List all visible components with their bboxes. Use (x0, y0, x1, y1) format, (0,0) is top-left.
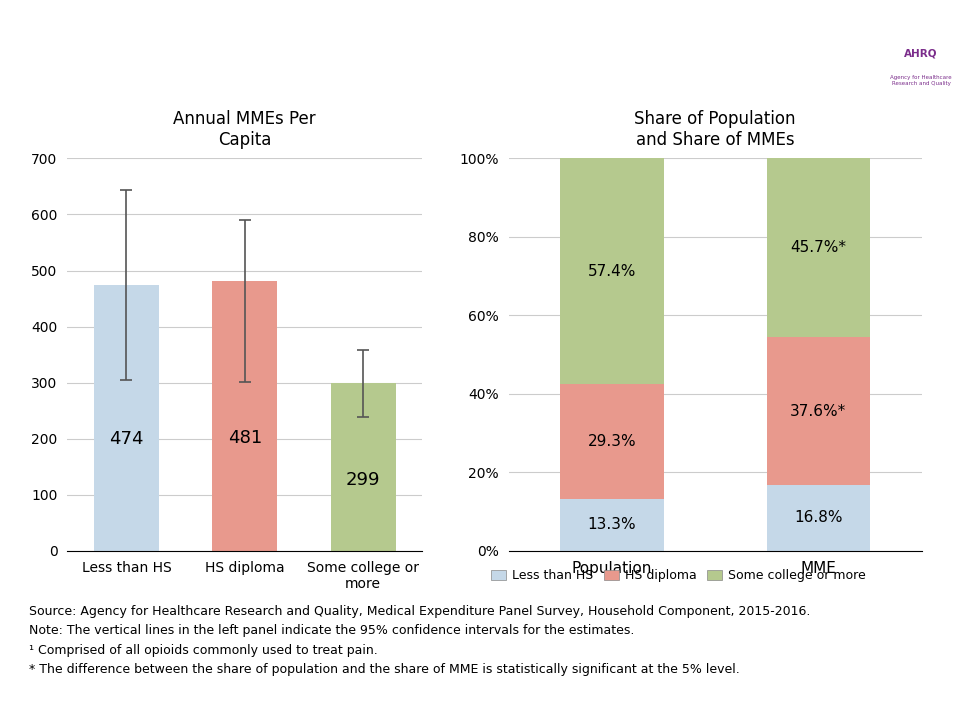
Circle shape (812, 2, 947, 117)
Text: 13.3%: 13.3% (588, 517, 636, 532)
Bar (94, 285, 159, 551)
Text: 481: 481 (228, 428, 262, 446)
Text: AHRQ: AHRQ (904, 48, 938, 58)
Title: Share of Population
and Share of MMEs: Share of Population and Share of MMEs (635, 109, 796, 148)
Text: 299: 299 (346, 472, 380, 490)
Bar (330, 383, 396, 551)
Text: Source: Agency for Healthcare Research and Quality, Medical Expenditure Panel Su: Source: Agency for Healthcare Research a… (29, 605, 810, 676)
Text: 37.6%*: 37.6%* (790, 404, 847, 418)
Bar (767, 485, 870, 551)
Title: Annual MMEs Per
Capita: Annual MMEs Per Capita (174, 109, 316, 148)
Text: 45.7%*: 45.7%* (790, 240, 847, 255)
Text: 474: 474 (109, 431, 144, 449)
Bar (561, 499, 663, 551)
Bar (767, 158, 870, 338)
Bar (561, 384, 663, 499)
Bar (561, 158, 663, 384)
Text: 16.8%: 16.8% (794, 510, 843, 526)
Text: 57.4%: 57.4% (588, 264, 636, 279)
Bar (767, 338, 870, 485)
Text: Figure 8a: Annual Morphine Milligram Equivalents (MMEs) of outpatient prescripti: Figure 8a: Annual Morphine Milligram Equ… (38, 30, 806, 89)
Bar (212, 282, 277, 551)
Text: 29.3%: 29.3% (588, 433, 636, 449)
Text: Agency for Healthcare
Research and Quality: Agency for Healthcare Research and Quali… (890, 76, 951, 86)
Legend: Less than HS, HS diploma, Some college or more: Less than HS, HS diploma, Some college o… (487, 564, 871, 588)
